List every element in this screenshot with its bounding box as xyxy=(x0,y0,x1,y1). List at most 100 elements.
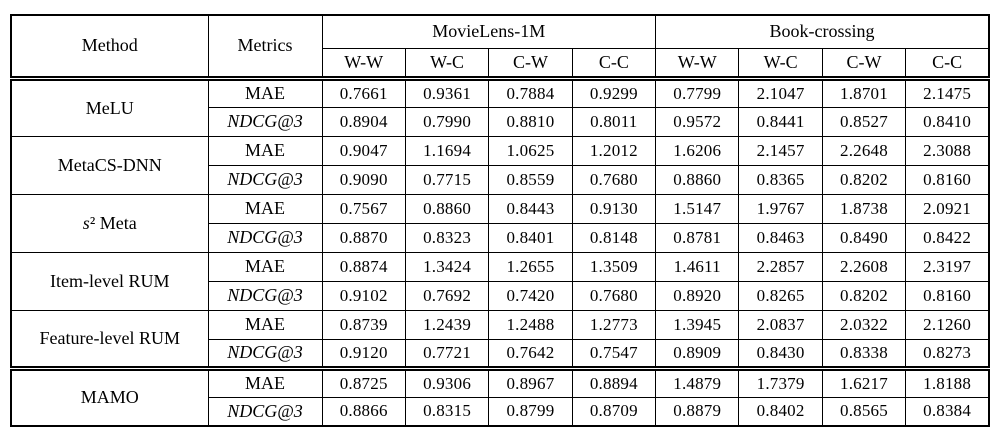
value-cell: 0.8874 xyxy=(321,251,406,282)
value-cell: 0.9047 xyxy=(321,135,406,166)
value-cell: 0.8202 xyxy=(821,164,907,195)
value-cell: 1.2488 xyxy=(488,309,573,340)
metric-label: NDCG@3 xyxy=(207,222,323,253)
value-cell: 0.8148 xyxy=(571,222,657,253)
table-row: NDCG@3 0.9102 0.7692 0.7420 0.7680 0.892… xyxy=(11,280,990,311)
results-table: Method Metrics MovieLens-1M Book-crossin… xyxy=(10,14,991,427)
header-method: Method xyxy=(10,14,209,79)
value-cell: 0.7420 xyxy=(488,280,573,311)
value-cell: 1.6217 xyxy=(821,365,907,398)
value-cell: 0.8202 xyxy=(821,280,907,311)
value-cell: 1.5147 xyxy=(655,193,740,224)
value-cell: 1.9767 xyxy=(738,193,823,224)
value-cell: 0.8860 xyxy=(655,164,740,195)
value-cell: 0.7567 xyxy=(321,193,406,224)
value-cell: 0.7721 xyxy=(404,338,490,369)
value-cell: 0.8490 xyxy=(821,222,907,253)
value-cell: 1.8188 xyxy=(905,365,990,398)
value-cell: 1.2439 xyxy=(404,309,490,340)
value-cell: 0.7692 xyxy=(404,280,490,311)
subheader-ml-cc: C-C xyxy=(571,47,657,79)
value-cell: 1.2012 xyxy=(571,135,657,166)
value-cell: 0.8338 xyxy=(821,338,907,369)
subheader-bc-cw: C-W xyxy=(821,47,907,79)
results-table-container: Method Metrics MovieLens-1M Book-crossin… xyxy=(10,14,991,427)
table-row: NDCG@3 0.9090 0.7715 0.8559 0.7680 0.886… xyxy=(11,164,990,195)
metric-label: MAE xyxy=(207,193,323,224)
value-cell: 0.8920 xyxy=(655,280,740,311)
value-cell: 1.8738 xyxy=(821,193,907,224)
value-cell: 0.8430 xyxy=(738,338,823,369)
value-cell: 2.1260 xyxy=(905,309,990,340)
value-cell: 0.8709 xyxy=(571,396,657,427)
value-cell: 0.8441 xyxy=(738,106,823,137)
value-cell: 0.8781 xyxy=(655,222,740,253)
value-cell: 0.8866 xyxy=(321,396,406,427)
value-cell: 0.9306 xyxy=(404,365,490,398)
method-name-s2-meta: s² Meta xyxy=(10,193,209,253)
subheader-ml-cw: C-W xyxy=(488,47,573,79)
metric-label: NDCG@3 xyxy=(207,164,323,195)
method-name-mamo: MAMO xyxy=(10,365,209,427)
method-name-feature-level-rum: Feature-level RUM xyxy=(10,309,209,369)
value-cell: 0.7547 xyxy=(571,338,657,369)
table-row: NDCG@3 0.8870 0.8323 0.8401 0.8148 0.878… xyxy=(11,222,990,253)
value-cell: 2.0837 xyxy=(738,309,823,340)
value-cell: 0.7680 xyxy=(571,164,657,195)
value-cell: 0.8894 xyxy=(571,365,657,398)
value-cell: 0.7884 xyxy=(488,75,573,108)
table-row: s² Meta MAE 0.7567 0.8860 0.8443 0.9130 … xyxy=(10,193,990,253)
metric-label: MAE xyxy=(207,251,323,282)
value-cell: 0.8273 xyxy=(905,338,990,369)
value-cell: 0.8870 xyxy=(321,222,406,253)
subheader-ml-ww: W-W xyxy=(321,47,406,79)
value-cell: 0.8160 xyxy=(905,164,990,195)
value-cell: 1.6206 xyxy=(655,135,740,166)
value-cell: 2.1475 xyxy=(905,75,990,108)
header-dataset-bookcrossing: Book-crossing xyxy=(655,14,990,49)
value-cell: 0.9130 xyxy=(571,193,657,224)
value-cell: 0.7715 xyxy=(404,164,490,195)
value-cell: 2.2857 xyxy=(738,251,823,282)
value-cell: 1.3945 xyxy=(655,309,740,340)
value-cell: 0.8559 xyxy=(488,164,573,195)
value-cell: 1.1694 xyxy=(404,135,490,166)
value-cell: 1.3424 xyxy=(404,251,490,282)
metric-label: NDCG@3 xyxy=(207,338,323,369)
metric-label: NDCG@3 xyxy=(207,106,323,137)
value-cell: 1.3509 xyxy=(571,251,657,282)
value-cell: 1.4879 xyxy=(655,365,740,398)
value-cell: 1.2773 xyxy=(571,309,657,340)
table-row: MAMO MAE 0.8725 0.9306 0.8967 0.8894 1.4… xyxy=(10,365,990,427)
value-cell: 2.3088 xyxy=(905,135,990,166)
value-cell: 2.1047 xyxy=(738,75,823,108)
subheader-ml-wc: W-C xyxy=(404,47,490,79)
value-cell: 0.8739 xyxy=(321,309,406,340)
value-cell: 0.9090 xyxy=(321,164,406,195)
value-cell: 0.8725 xyxy=(321,365,406,398)
value-cell: 2.2608 xyxy=(821,251,907,282)
value-cell: 0.8860 xyxy=(404,193,490,224)
method-name-metacs-dnn: MetaCS-DNN xyxy=(10,135,209,195)
value-cell: 0.8401 xyxy=(488,222,573,253)
value-cell: 0.7680 xyxy=(571,280,657,311)
value-cell: 0.8527 xyxy=(821,106,907,137)
value-cell: 1.7379 xyxy=(738,365,823,398)
value-cell: 0.7799 xyxy=(655,75,740,108)
subheader-bc-wc: W-C xyxy=(738,47,823,79)
table-row: MeLU MAE 0.7661 0.9361 0.7884 0.9299 0.7… xyxy=(10,75,990,137)
value-cell: 0.8904 xyxy=(321,106,406,137)
value-cell: 0.8315 xyxy=(404,396,490,427)
value-cell: 0.7990 xyxy=(404,106,490,137)
value-cell: 0.9102 xyxy=(321,280,406,311)
value-cell: 1.2655 xyxy=(488,251,573,282)
value-cell: 0.8402 xyxy=(738,396,823,427)
table-row: NDCG@3 0.9120 0.7721 0.7642 0.7547 0.890… xyxy=(11,338,990,369)
value-cell: 0.8565 xyxy=(821,396,907,427)
subheader-bc-ww: W-W xyxy=(655,47,740,79)
value-cell: 0.8422 xyxy=(905,222,990,253)
value-cell: 2.0322 xyxy=(821,309,907,340)
value-cell: 0.9361 xyxy=(404,75,490,108)
value-cell: 0.9120 xyxy=(321,338,406,369)
header-metrics: Metrics xyxy=(207,14,323,79)
